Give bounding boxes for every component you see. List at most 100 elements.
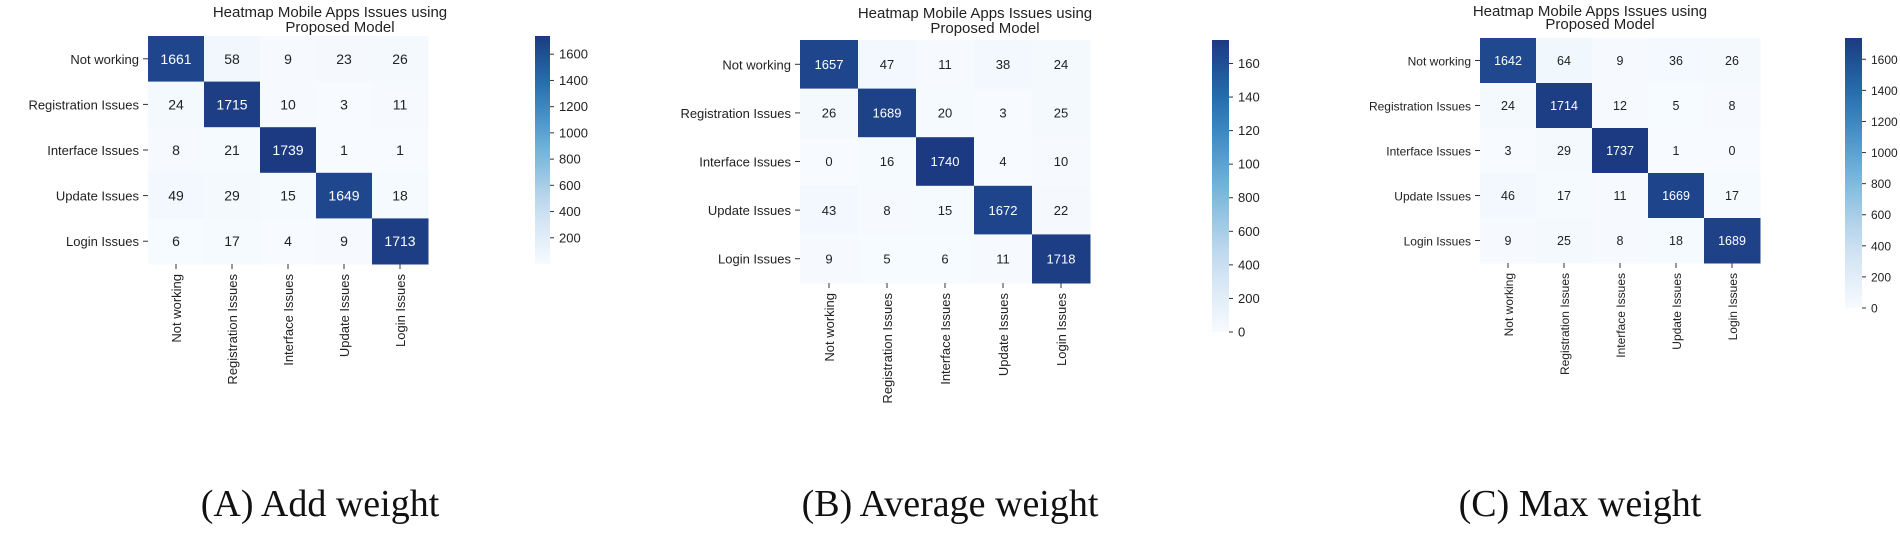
- cell-value-label: 1661: [160, 51, 191, 67]
- row-label: Not working: [1408, 55, 1471, 69]
- col-label: Login Issues: [1726, 273, 1740, 340]
- row-label: Registration Issues: [680, 106, 791, 121]
- colorbar-tick-label: 1600: [559, 47, 588, 62]
- cell-value-label: 26: [392, 51, 408, 67]
- colorbar-tick-label: 200: [1238, 291, 1260, 306]
- cell-value-label: 24: [168, 96, 184, 112]
- colorbar-tick-label: 800: [1238, 190, 1260, 205]
- cell-value-label: 26: [822, 106, 836, 121]
- colorbar-tick-label: 1200: [1871, 115, 1898, 129]
- heatmap-cell: [1704, 38, 1761, 84]
- heatmap-cell: [800, 137, 859, 187]
- col-label: Interface Issues: [938, 293, 953, 385]
- cell-value-label: 1672: [989, 203, 1018, 218]
- chart-title-line1: Heatmap Mobile Apps Issues using: [1473, 3, 1707, 20]
- heatmap-cell: [1648, 83, 1705, 129]
- heatmap-cell: [974, 185, 1033, 235]
- cell-value-label: 25: [1054, 106, 1068, 121]
- col-label: Update Issues: [337, 274, 352, 358]
- row-label: Registration Issues: [1369, 100, 1471, 114]
- cell-value-label: 20: [938, 106, 952, 121]
- heatmap-cell: [858, 185, 917, 235]
- cell-value-label: 4: [284, 233, 292, 249]
- heatmap-cell: [1592, 83, 1649, 129]
- heatmap-cell: [1592, 128, 1649, 174]
- heatmap-cell: [316, 218, 373, 265]
- row-label: Interface Issues: [47, 143, 139, 158]
- colorbar-tick-label: 1000: [1871, 146, 1898, 160]
- heatmap-cell: [858, 234, 917, 284]
- cell-value-label: 10: [280, 96, 296, 112]
- colorbar-tick-label: 1000: [1238, 157, 1260, 172]
- cell-value-label: 11: [393, 96, 408, 112]
- cell-value-label: 15: [938, 203, 952, 218]
- cell-value-label: 22: [1054, 203, 1068, 218]
- chart-title-line2: Proposed Model: [285, 19, 394, 36]
- row-label: Not working: [70, 52, 139, 67]
- cell-value-label: 58: [224, 51, 240, 67]
- heatmap-cell: [372, 36, 429, 83]
- row-label: Interface Issues: [699, 155, 791, 170]
- colorbar-tick-label: 200: [559, 230, 581, 245]
- cell-value-label: 3: [1505, 144, 1512, 158]
- row-label: Login Issues: [1404, 235, 1471, 249]
- heatmap-cell: [858, 40, 917, 90]
- heatmap-cell: [1536, 218, 1593, 264]
- heatmap-cell: [1032, 88, 1091, 138]
- heatmap-cell: [1648, 218, 1705, 264]
- colorbar-tick-label: 0: [1871, 302, 1878, 316]
- chart-title-line1: Heatmap Mobile Apps Issues using: [858, 5, 1092, 22]
- colorbar-tick-label: 1200: [559, 99, 588, 114]
- row-label: Login Issues: [66, 234, 139, 249]
- heatmap-cell: [372, 127, 429, 174]
- col-label: Not working: [169, 274, 184, 343]
- colorbar-tick-label: 1000: [559, 125, 588, 140]
- heatmap-cell: [1648, 128, 1705, 174]
- heatmap-cell: [800, 40, 859, 90]
- cell-value-label: 8: [1729, 99, 1736, 113]
- cell-value-label: 29: [224, 188, 240, 204]
- heatmap-cell: [372, 218, 429, 265]
- heatmap-cell: [916, 185, 975, 235]
- heatmap-cell: [316, 81, 373, 128]
- cell-value-label: 1: [1673, 144, 1680, 158]
- colorbar-tick-label: 800: [559, 152, 581, 167]
- heatmap-panel-b: Heatmap Mobile Apps Issues using Proposed…: [640, 0, 1260, 535]
- cell-value-label: 15: [280, 188, 296, 204]
- cell-value-label: 17: [1557, 189, 1571, 203]
- heatmap-cell: [1536, 83, 1593, 129]
- cell-value-label: 1642: [1494, 54, 1522, 68]
- heatmap-cell: [1704, 218, 1761, 264]
- cell-value-label: 3: [999, 106, 1006, 121]
- cell-value-label: 49: [168, 188, 184, 204]
- cell-value-label: 47: [880, 57, 894, 72]
- cell-value-label: 8: [1617, 234, 1624, 248]
- cell-value-label: 9: [284, 51, 292, 67]
- heatmap-cell: [1592, 218, 1649, 264]
- cell-value-label: 12: [1613, 99, 1627, 113]
- heatmap-cell: [974, 137, 1033, 187]
- cell-value-label: 9: [825, 251, 832, 266]
- chart-title-line2: Proposed Model: [930, 20, 1039, 37]
- heatmap-cell: [260, 81, 317, 128]
- cell-value-label: 25: [1557, 234, 1571, 248]
- heatmap-cell: [1480, 218, 1537, 264]
- col-label: Login Issues: [393, 274, 408, 347]
- chart-title-line2: Proposed Model: [1545, 16, 1654, 33]
- caption-c: (C) Max weight: [1458, 483, 1702, 525]
- heatmap-cell: [316, 127, 373, 174]
- cell-value-label: 5: [1673, 99, 1680, 113]
- heatmap-cell: [204, 81, 261, 128]
- heatmap-cell: [1032, 234, 1091, 284]
- cell-value-label: 17: [1725, 189, 1739, 203]
- cell-value-label: 43: [822, 203, 836, 218]
- cell-value-label: 4: [999, 154, 1006, 169]
- col-label: Interface Issues: [1614, 273, 1628, 358]
- heatmap-cell: [260, 172, 317, 219]
- row-label: Interface Issues: [1386, 145, 1471, 159]
- heatmap-cell: [974, 40, 1033, 90]
- heatmap-cell: [1704, 173, 1761, 219]
- heatmap-cell: [1480, 173, 1537, 219]
- heatmap-cell: [1480, 128, 1537, 174]
- colorbar-tick-label: 1600: [1871, 53, 1898, 67]
